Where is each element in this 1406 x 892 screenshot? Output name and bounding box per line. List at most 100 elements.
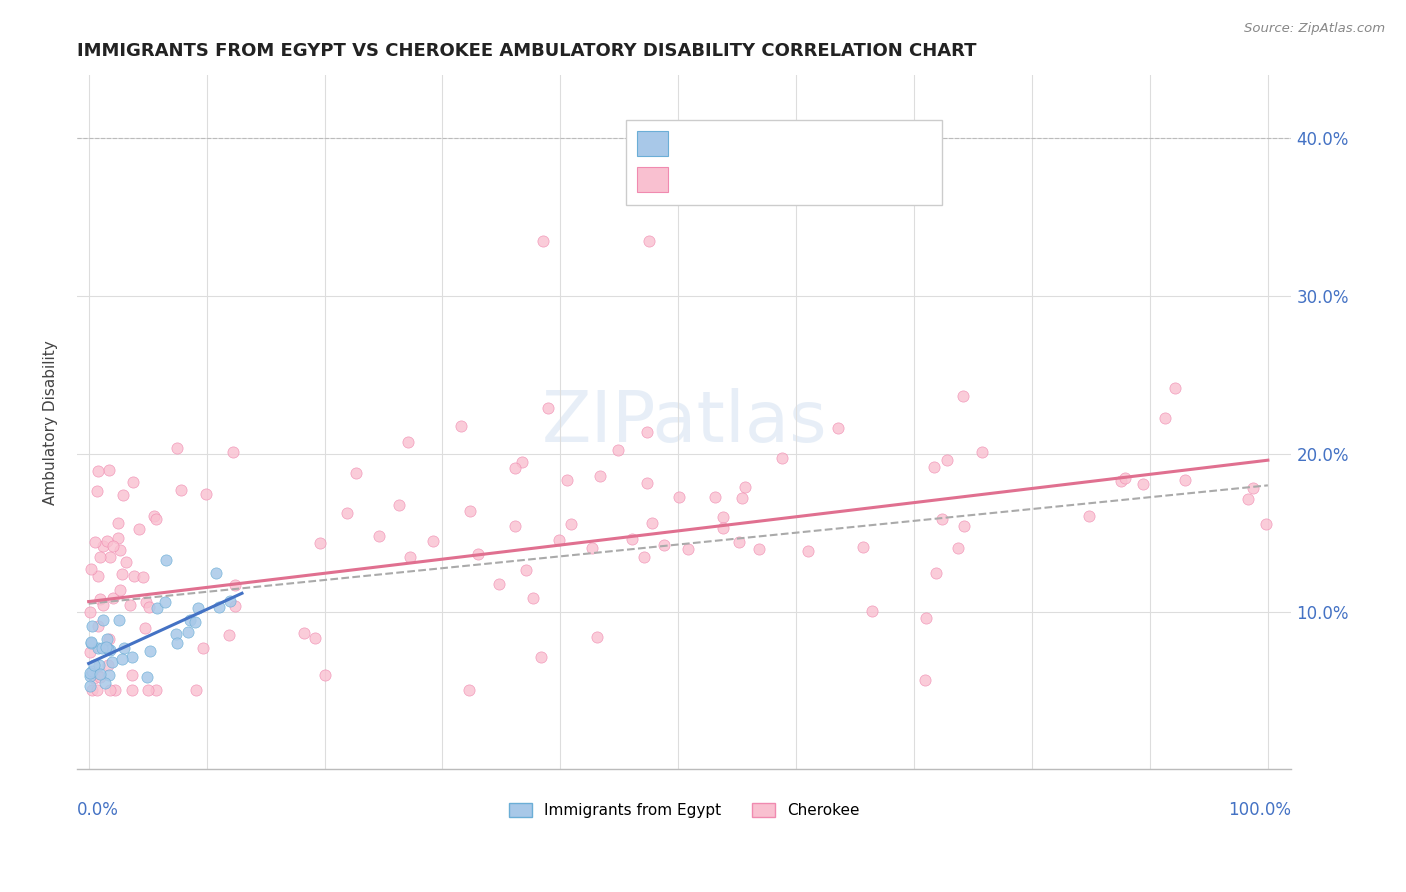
Cherokee bbox=[931, 512, 953, 526]
Immigrants from Egypt bbox=[155, 595, 177, 609]
Cherokee bbox=[703, 490, 725, 504]
Immigrants from Egypt bbox=[183, 615, 205, 629]
Cherokee bbox=[555, 473, 578, 487]
Immigrants from Egypt bbox=[79, 665, 101, 680]
Immigrants from Egypt bbox=[79, 669, 101, 683]
Text: R = 0.247   N =  38: R = 0.247 N = 38 bbox=[679, 135, 855, 153]
Immigrants from Egypt bbox=[155, 553, 177, 567]
Text: ZIPatlas: ZIPatlas bbox=[541, 388, 827, 457]
Immigrants from Egypt bbox=[177, 625, 200, 640]
Cherokee bbox=[676, 541, 699, 556]
Cherokee bbox=[972, 445, 994, 459]
Cherokee bbox=[89, 549, 111, 564]
Immigrants from Egypt bbox=[218, 594, 240, 608]
Immigrants from Egypt bbox=[111, 651, 134, 665]
Immigrants from Egypt bbox=[146, 601, 169, 615]
Cherokee bbox=[84, 534, 107, 549]
Immigrants from Egypt bbox=[91, 613, 114, 627]
Cherokee bbox=[115, 555, 138, 569]
Cherokee bbox=[194, 487, 217, 501]
Cherokee bbox=[636, 425, 658, 440]
Cherokee bbox=[636, 476, 658, 491]
Immigrants from Egypt bbox=[107, 613, 129, 627]
Cherokee bbox=[86, 666, 108, 681]
Cherokee bbox=[1077, 509, 1099, 524]
Immigrants from Egypt bbox=[82, 665, 104, 679]
Immigrants from Egypt bbox=[97, 668, 120, 682]
Cherokee bbox=[128, 522, 150, 536]
Cherokee bbox=[1174, 474, 1197, 488]
Cherokee bbox=[935, 453, 957, 467]
Cherokee bbox=[924, 459, 946, 474]
Cherokee bbox=[292, 626, 315, 640]
Cherokee bbox=[107, 531, 129, 545]
Immigrants from Egypt bbox=[96, 632, 118, 646]
Immigrants from Egypt bbox=[80, 635, 103, 649]
Cherokee bbox=[121, 475, 143, 490]
Immigrants from Egypt bbox=[138, 643, 160, 657]
Cherokee bbox=[503, 461, 526, 475]
Cherokee bbox=[98, 683, 121, 698]
Text: IMMIGRANTS FROM EGYPT VS CHEROKEE AMBULATORY DISABILITY CORRELATION CHART: IMMIGRANTS FROM EGYPT VS CHEROKEE AMBULA… bbox=[77, 42, 976, 60]
Immigrants from Egypt bbox=[98, 643, 121, 657]
Legend: Immigrants from Egypt, Cherokee: Immigrants from Egypt, Cherokee bbox=[503, 797, 866, 824]
Cherokee bbox=[637, 234, 659, 248]
Immigrants from Egypt bbox=[187, 600, 209, 615]
Cherokee bbox=[488, 576, 510, 591]
Cherokee bbox=[89, 591, 111, 606]
Cherokee bbox=[827, 421, 849, 435]
Cherokee bbox=[336, 507, 359, 521]
Cherokee bbox=[450, 418, 472, 433]
Cherokee bbox=[87, 619, 110, 633]
Cherokee bbox=[121, 683, 143, 698]
Cherokee bbox=[145, 512, 167, 526]
Cherokee bbox=[96, 533, 118, 548]
Cherokee bbox=[399, 549, 422, 564]
Immigrants from Egypt bbox=[204, 566, 226, 581]
Cherokee bbox=[110, 542, 132, 557]
Cherokee bbox=[1241, 481, 1264, 495]
Cherokee bbox=[368, 529, 391, 543]
Cherokee bbox=[98, 549, 121, 564]
Cherokee bbox=[1109, 474, 1132, 488]
Cherokee bbox=[458, 683, 481, 698]
Cherokee bbox=[1132, 476, 1154, 491]
Cherokee bbox=[87, 568, 110, 582]
Cherokee bbox=[314, 668, 336, 682]
Cherokee bbox=[620, 533, 643, 547]
Cherokee bbox=[581, 541, 603, 555]
Cherokee bbox=[924, 566, 946, 580]
Cherokee bbox=[111, 566, 134, 581]
Cherokee bbox=[224, 599, 246, 613]
Cherokee bbox=[143, 509, 166, 524]
Cherokee bbox=[104, 683, 127, 698]
Cherokee bbox=[86, 484, 108, 499]
Cherokee bbox=[711, 521, 734, 535]
Cherokee bbox=[79, 605, 101, 619]
Cherokee bbox=[953, 519, 976, 533]
Cherokee bbox=[122, 568, 145, 582]
Immigrants from Egypt bbox=[79, 679, 101, 693]
Immigrants from Egypt bbox=[112, 640, 135, 655]
Cherokee bbox=[731, 491, 754, 505]
Cherokee bbox=[1237, 491, 1260, 506]
Cherokee bbox=[221, 445, 243, 459]
Cherokee bbox=[796, 543, 818, 558]
Cherokee bbox=[138, 599, 160, 614]
Cherokee bbox=[560, 517, 582, 532]
Immigrants from Egypt bbox=[91, 641, 114, 656]
Cherokee bbox=[1114, 471, 1136, 485]
Cherokee bbox=[112, 488, 135, 502]
Cherokee bbox=[218, 628, 240, 642]
Cherokee bbox=[711, 510, 734, 524]
Cherokee bbox=[101, 591, 124, 605]
Cherokee bbox=[118, 598, 141, 612]
Text: 100.0%: 100.0% bbox=[1229, 800, 1292, 819]
Cherokee bbox=[654, 538, 676, 552]
Cherokee bbox=[86, 683, 108, 698]
Cherokee bbox=[98, 463, 121, 477]
Cherokee bbox=[510, 455, 533, 469]
Cherokee bbox=[531, 234, 554, 248]
Cherokee bbox=[952, 389, 974, 403]
Cherokee bbox=[727, 535, 749, 549]
